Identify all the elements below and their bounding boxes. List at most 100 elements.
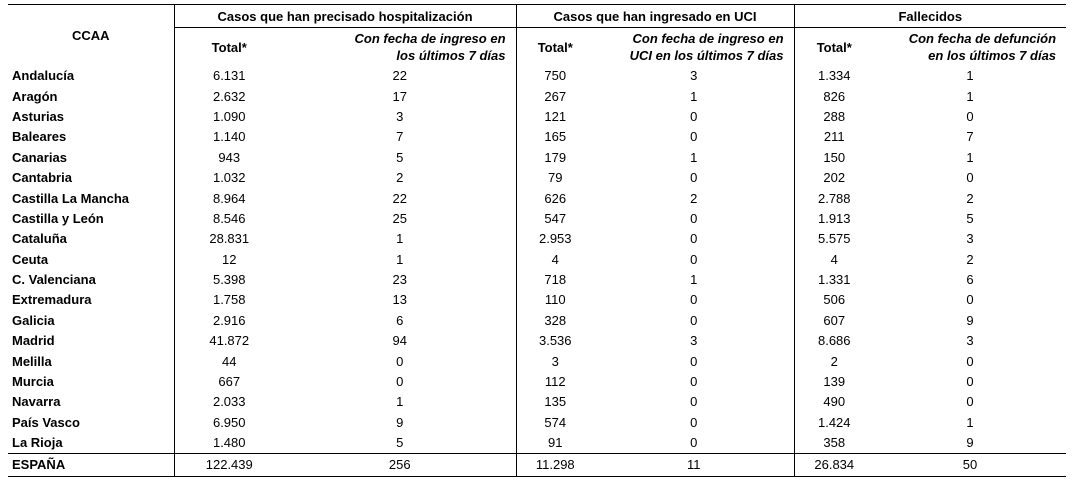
hosp-7days-cell: 1 xyxy=(396,231,404,247)
deaths-7days-cell: 5 xyxy=(966,210,974,226)
uci-total-cell: 267 xyxy=(515,86,595,107)
region-name: Castilla y León xyxy=(12,210,104,226)
deaths-total-cell: 2.788 xyxy=(793,188,875,209)
uci-group-header: Casos que han ingresado en UCI xyxy=(515,4,795,28)
uci-total-cell: 718 xyxy=(515,269,595,291)
deaths-7days-cell: 7 xyxy=(966,129,974,145)
table-row: Cantabria 1.032 2 79 0 202 0 xyxy=(8,167,1066,189)
hosp-total-cell: 5.398 xyxy=(173,269,284,291)
uci-total-header: Total* xyxy=(515,27,595,66)
table-row: Extremadura 1.758 13 110 0 506 0 xyxy=(8,290,1066,311)
table-row: Galicia 2.916 6 328 0 607 9 xyxy=(8,310,1066,332)
hosp-total-cell: 28.831 xyxy=(173,229,284,250)
uci-total-cell: 4 xyxy=(515,249,595,270)
uci-7days-cell: 0 xyxy=(690,108,698,124)
deaths-7days-cell: 2 xyxy=(966,190,974,206)
hosp-7days-cell: 0 xyxy=(396,374,404,390)
deaths-7days-line1: Con fecha de defunción xyxy=(908,31,1057,46)
uci-7days-cell: 0 xyxy=(690,170,698,186)
region-name: Madrid xyxy=(12,333,55,349)
region-name: La Rioja xyxy=(12,435,63,451)
table-row: La Rioja 1.480 5 91 0 358 9 xyxy=(8,433,1066,454)
uci-total-cell: 547 xyxy=(515,208,595,230)
uci-total-cell: 750 xyxy=(515,66,595,87)
uci-7days-cell: 0 xyxy=(690,251,698,267)
hosp-7days-cell: 7 xyxy=(396,129,404,145)
deaths-total-cell: 4 xyxy=(793,249,875,270)
deaths-total-cell: 5.575 xyxy=(793,229,875,250)
table-header: CCAA Casos que han precisado hospitaliza… xyxy=(8,4,1067,67)
deaths-total-cell: 1.424 xyxy=(793,412,875,434)
deaths-total-cell: 202 xyxy=(793,167,875,189)
deaths-total-cell: 1.331 xyxy=(793,269,875,291)
deaths-total-cell: 288 xyxy=(793,106,875,128)
region-name: Murcia xyxy=(12,374,54,390)
deaths-group-header: Fallecidos xyxy=(793,4,1067,28)
hosp-7days-cell: 22 xyxy=(392,68,407,84)
deaths-7days-line2: en los últimos 7 días xyxy=(928,48,1057,63)
table-row: Navarra 2.033 1 135 0 490 0 xyxy=(8,392,1066,413)
deaths-total-cell: 2 xyxy=(793,351,875,372)
hospitalization-group-header: Casos que han precisado hospitalización xyxy=(173,4,517,28)
uci-7days-cell: 1 xyxy=(690,149,698,165)
hosp-7days-cell: 25 xyxy=(392,210,407,226)
total-row-name: ESPAÑA xyxy=(8,453,174,478)
table-row: Murcia 667 0 112 0 139 0 xyxy=(8,371,1066,393)
hosp-7days-cell: 1 xyxy=(396,251,404,267)
region-name: Asturias xyxy=(12,108,65,124)
table-body: Andalucía 6.131 22 750 3 1.334 1 Aragón 2.632 17 2… xyxy=(8,66,1067,478)
hosp-total-cell: 8.546 xyxy=(173,208,284,230)
uci-7days-cell: 0 xyxy=(690,414,698,430)
table-row: Andalucía 6.131 22 750 3 1.334 1 xyxy=(8,66,1066,87)
deaths-7days-cell: 1 xyxy=(966,68,974,84)
hosp-7days-line1: Con fecha de ingreso en xyxy=(354,31,506,46)
uci-7days-cell: 2 xyxy=(690,190,698,206)
hosp-total-cell: 667 xyxy=(173,371,284,393)
uci-7days-line2: UCI en los últimos 7 días xyxy=(629,48,784,63)
deaths-7days-cell: 0 xyxy=(966,170,974,186)
deaths-total-cell: 1.913 xyxy=(793,208,875,230)
total-uci-total: 11.298 xyxy=(515,453,595,478)
uci-7days-cell: 3 xyxy=(690,68,698,84)
uci-total-cell: 179 xyxy=(515,147,595,168)
deaths-7days-cell: 9 xyxy=(966,312,974,328)
deaths-total-cell: 8.686 xyxy=(793,331,875,352)
ccaa-header: CCAA xyxy=(8,4,174,66)
hosp-total-header: Total* xyxy=(173,27,284,66)
region-name: Cantabria xyxy=(12,170,72,186)
region-name: Andalucía xyxy=(12,68,75,84)
total-deaths-total: 26.834 xyxy=(793,453,875,478)
region-name: País Vasco xyxy=(12,414,80,430)
deaths-total-cell: 358 xyxy=(793,433,875,454)
hosp-total-cell: 1.758 xyxy=(173,290,284,311)
deaths-total-cell: 826 xyxy=(793,86,875,107)
uci-total-cell: 91 xyxy=(515,433,595,454)
deaths-total-cell: 150 xyxy=(793,147,875,168)
hosp-total-cell: 943 xyxy=(173,147,284,168)
hosp-7days-cell: 9 xyxy=(396,414,404,430)
hosp-7days-cell: 5 xyxy=(396,149,404,165)
hosp-7days-cell: 94 xyxy=(392,333,407,349)
region-name: Galicia xyxy=(12,312,55,328)
region-name: Melilla xyxy=(12,353,52,369)
total-deaths-7days: 50 xyxy=(874,453,1067,478)
deaths-7days-cell: 2 xyxy=(966,251,974,267)
table-row: Melilla 44 0 3 0 2 0 xyxy=(8,351,1066,372)
uci-7days-cell: 0 xyxy=(690,353,698,369)
table-row: País Vasco 6.950 9 574 0 1.424 1 xyxy=(8,412,1066,434)
table-row: Castilla y León 8.546 25 547 0 1.913 5 xyxy=(8,208,1066,230)
total-uci-7days: 11 xyxy=(594,453,795,478)
uci-total-cell: 328 xyxy=(515,310,595,332)
hosp-total-cell: 6.131 xyxy=(173,66,284,87)
uci-total-cell: 574 xyxy=(515,412,595,434)
hosp-7days-cell: 1 xyxy=(396,394,404,410)
uci-7days-cell: 1 xyxy=(690,272,698,288)
uci-7days-cell: 0 xyxy=(690,435,698,451)
hosp-7days-header: Con fecha de ingreso en los últimos 7 dí… xyxy=(284,28,516,67)
uci-total-cell: 3.536 xyxy=(515,331,595,352)
hosp-total-cell: 1.090 xyxy=(173,106,284,128)
hosp-total-cell: 8.964 xyxy=(173,188,284,209)
hosp-7days-line2: los últimos 7 días xyxy=(396,48,506,63)
deaths-7days-cell: 6 xyxy=(966,272,974,288)
hosp-7days-cell: 3 xyxy=(396,108,404,124)
